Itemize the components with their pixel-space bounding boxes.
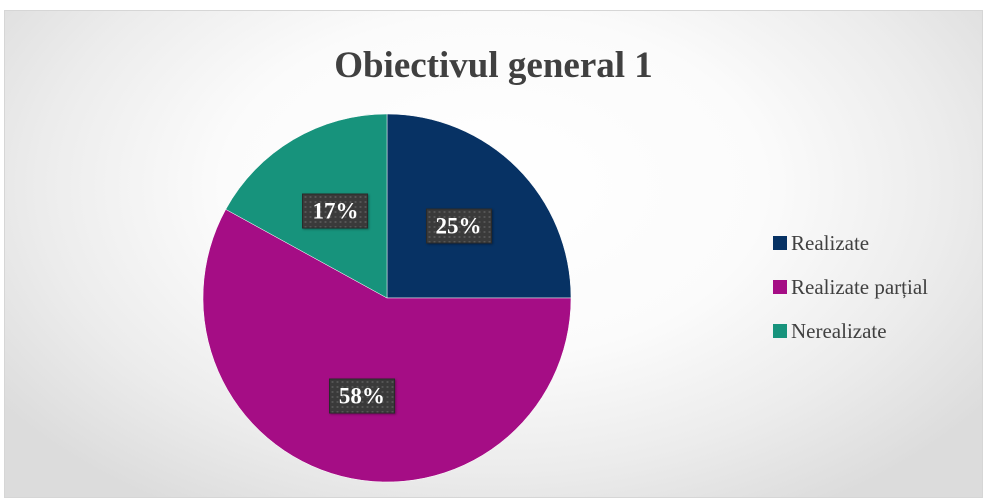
data-label-realizate-partial: 58%: [328, 378, 395, 414]
legend-item-realizate: Realizate: [773, 231, 973, 255]
slice-realizate: [386, 113, 572, 299]
legend-item-nerealizate: Nerealizate: [773, 319, 973, 343]
slice-realizate-partial: [202, 209, 572, 483]
data-label-realizate: 25%: [425, 208, 492, 244]
legend-label-nerealizate: Nerealizate: [791, 318, 887, 343]
data-label-nerealizate: 17%: [302, 193, 369, 229]
legend-item-realizate-partial: Realizate parțial: [773, 275, 973, 299]
legend-swatch-realizate: [773, 236, 787, 250]
chart-frame: Obiectivul general 1 25% 58% 17% Realizate…: [4, 10, 983, 498]
legend-label-realizate: Realizate: [791, 230, 870, 255]
pie-chart: [202, 113, 572, 483]
legend-swatch-realizate-partial: [773, 280, 787, 294]
legend-swatch-nerealizate: [773, 324, 787, 338]
legend-label-realizate-partial: Realizate parțial: [791, 274, 929, 299]
legend: Realizate Realizate parțial Nerealizate: [773, 231, 973, 363]
chart-title: Obiectivul general 1: [334, 45, 653, 86]
